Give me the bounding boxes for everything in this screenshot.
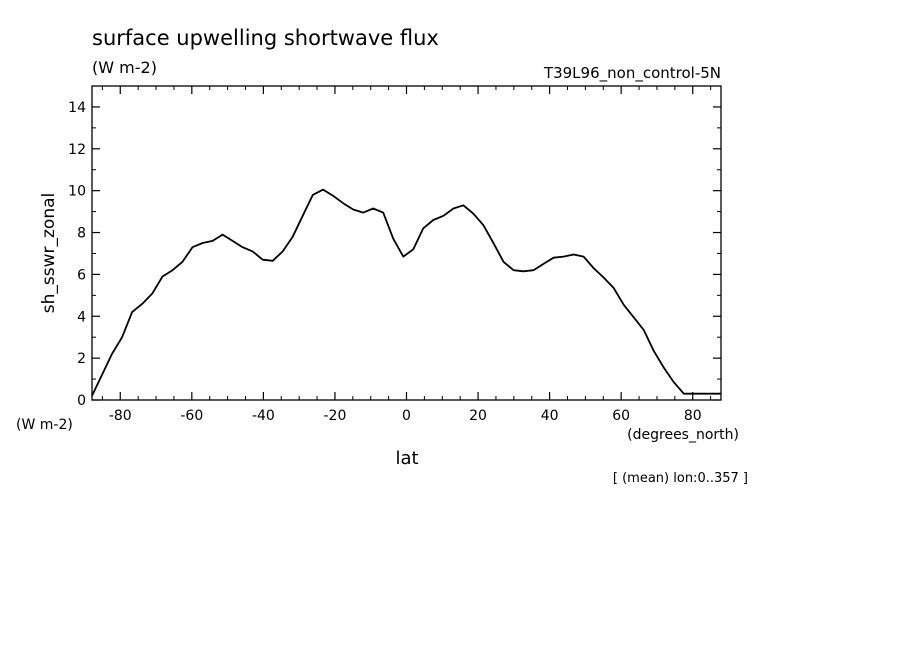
x-tick-label: -80 xyxy=(109,408,132,424)
run-label: T39L96_non_control-5N xyxy=(543,64,721,83)
y-tick-label: 2 xyxy=(77,351,86,367)
plot-frame xyxy=(91,85,722,401)
x-tick-label: 80 xyxy=(684,408,702,424)
x-tick-label: -20 xyxy=(324,408,347,424)
y-axis-label: sh_sswr_zonal xyxy=(39,193,59,313)
footnote: [ (mean) lon:0..357 ] xyxy=(613,471,748,486)
y-tick-label: 14 xyxy=(68,100,86,116)
y-tick-label: 10 xyxy=(68,184,86,200)
y-tick-label: 6 xyxy=(77,267,86,283)
x-tick-label: 20 xyxy=(469,408,487,424)
x-axis-units: (degrees_north) xyxy=(627,427,739,443)
y-tick-label: 8 xyxy=(77,226,86,242)
x-tick-label: 60 xyxy=(612,408,630,424)
chart-title: surface upwelling shortwave flux xyxy=(92,26,439,50)
series-line xyxy=(91,188,721,397)
plot-area: -80 -60 -40 -20 0 20 40 60 80 0 2 4 6 8 10 12 14 xyxy=(68,85,722,424)
y-tick-label: 4 xyxy=(77,309,86,325)
y-axis-units: (W m-2) xyxy=(16,417,73,433)
x-tick-label: -40 xyxy=(252,408,275,424)
y-tick-label: 12 xyxy=(68,142,86,158)
y-tick-label: 0 xyxy=(77,393,86,409)
x-tick-label: -60 xyxy=(180,408,203,424)
x-tick-label: 40 xyxy=(541,408,559,424)
chart-title-units: (W m-2) xyxy=(92,58,157,77)
x-axis-label: lat xyxy=(395,448,418,469)
x-tick-label: 0 xyxy=(402,408,411,424)
